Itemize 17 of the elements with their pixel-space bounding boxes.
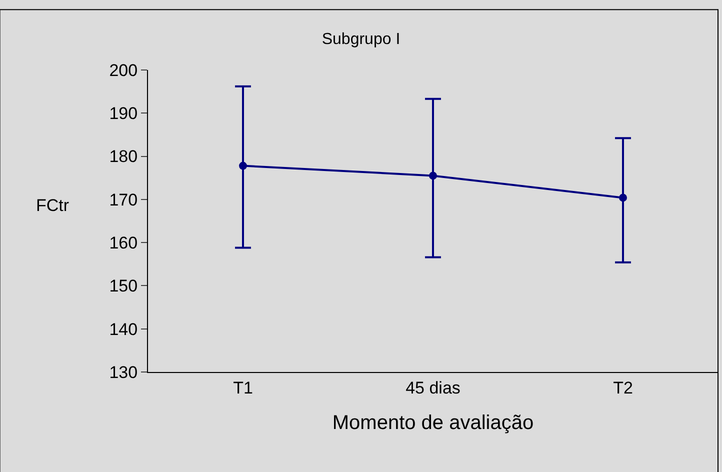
point — [429, 172, 437, 180]
y-axis-title: FCtr — [36, 196, 70, 215]
x-tick-label: 45 dias — [406, 378, 460, 398]
y-tick-label: 200 — [109, 60, 138, 80]
x-axis-title: Momento de avaliação — [332, 412, 534, 434]
y-tick-label: 180 — [109, 147, 138, 166]
y-tick-label: 190 — [109, 104, 138, 124]
point — [239, 162, 247, 170]
x-tick-label: T1 — [233, 378, 253, 398]
x-tick-label: T2 — [613, 378, 633, 398]
y-tick-label: 150 — [109, 276, 138, 296]
point — [619, 194, 627, 202]
y-tick-label: 170 — [109, 190, 138, 210]
y-tick-label: 160 — [109, 234, 138, 253]
y-tick-label: 130 — [109, 362, 138, 382]
y-tick-label: 140 — [109, 320, 138, 339]
chart-title: Subgrupo I — [322, 31, 400, 48]
